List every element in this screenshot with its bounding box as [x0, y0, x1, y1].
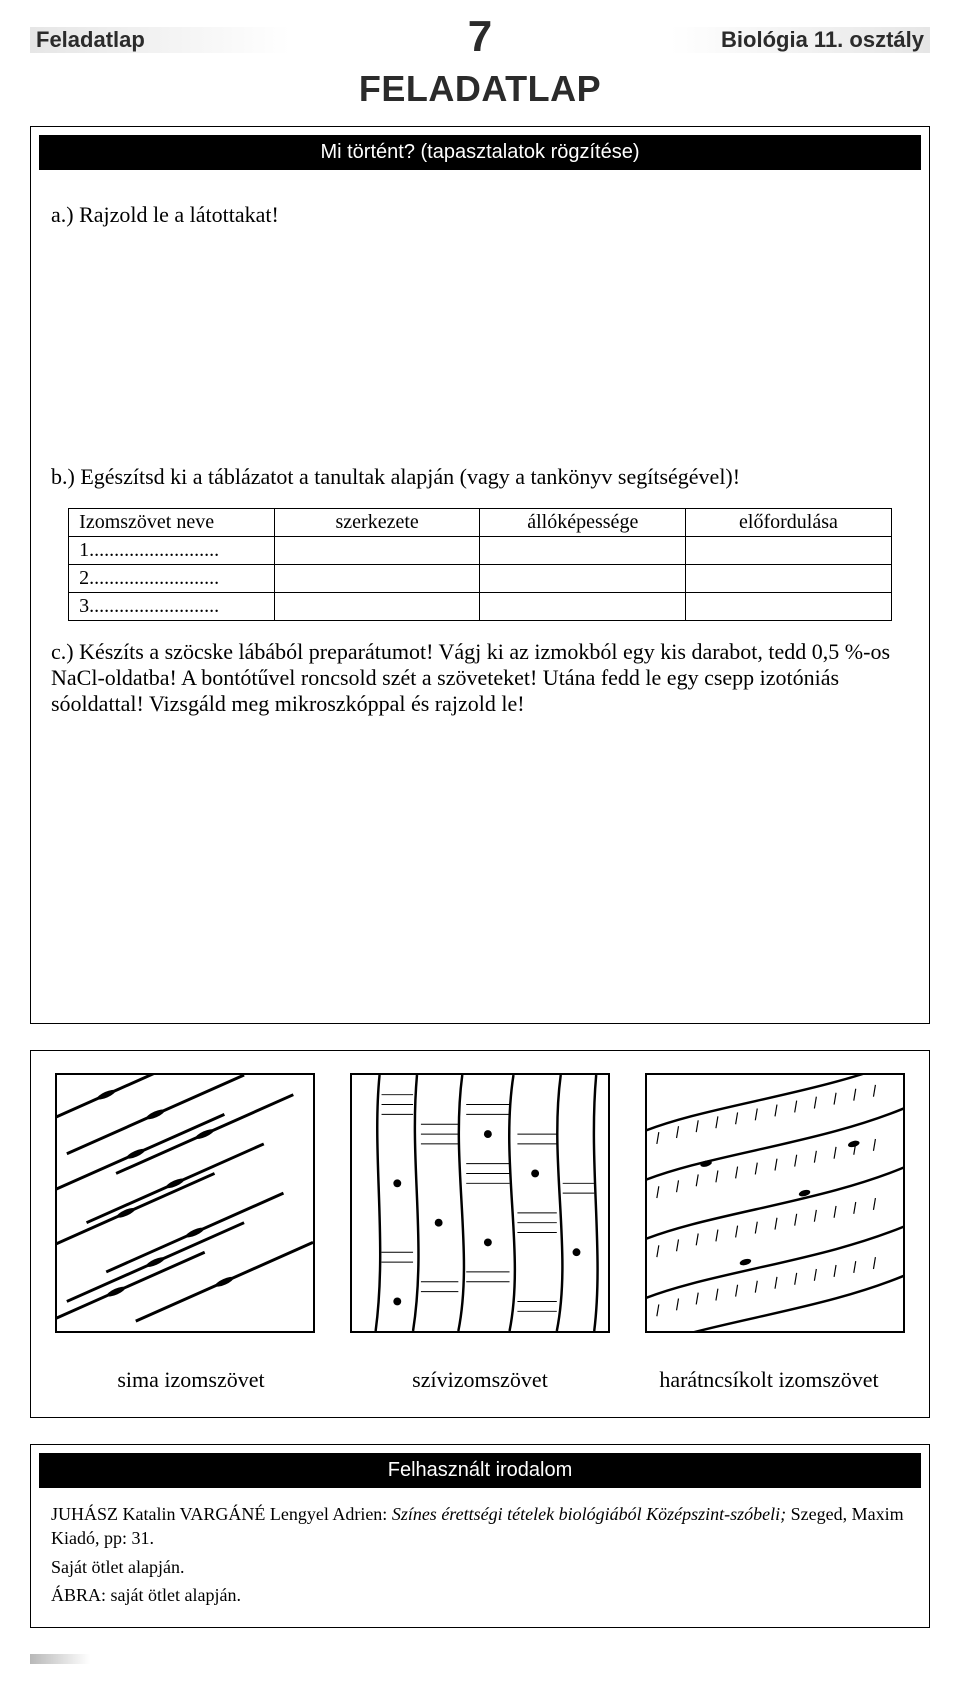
- table-cell: [480, 593, 686, 621]
- figure-smooth-muscle: [55, 1073, 315, 1333]
- footer-gradient: [30, 1654, 90, 1664]
- table-cell: 2..........................: [69, 565, 275, 593]
- ref-title-italic: Színes érettségi tételek biológiából Köz…: [392, 1504, 786, 1524]
- table-row: 1..........................: [69, 537, 892, 565]
- references-panel: Felhasznált irodalom JUHÁSZ Katalin VARG…: [30, 1444, 930, 1628]
- figure-cardiac-muscle: [350, 1073, 610, 1333]
- table-header-cell: előfordulása: [686, 509, 892, 537]
- header-right: Biológia 11. osztály: [670, 27, 930, 53]
- table-cell: 3..........................: [69, 593, 275, 621]
- reference-line: Saját ötlet alapján.: [51, 1555, 909, 1579]
- figure-caption: sima izomszövet: [61, 1367, 321, 1393]
- table-cell: 1..........................: [69, 537, 275, 565]
- figure-caption: szívizomszövet: [350, 1367, 610, 1393]
- figures-panel: sima izomszövet szívizomszövet harátncsí…: [30, 1050, 930, 1418]
- worksheet-panel: Mi történt? (tapasztalatok rögzítése) a.…: [30, 126, 930, 1024]
- table-header-cell: szerkezete: [274, 509, 480, 537]
- table-cell: [686, 593, 892, 621]
- figure-striated-muscle: [645, 1073, 905, 1333]
- table-cell: [480, 565, 686, 593]
- instruction-a: a.) Rajzold le a látottakat!: [51, 202, 909, 228]
- drawing-area-c: [51, 735, 909, 1005]
- table-cell: [274, 565, 480, 593]
- table-cell: [274, 537, 480, 565]
- header-left: Feladatlap: [30, 27, 290, 53]
- ref-prefix: JUHÁSZ Katalin VARGÁNÉ Lengyel Adrien:: [51, 1504, 392, 1524]
- drawing-area-a: [51, 246, 909, 446]
- section-bar-observations: Mi történt? (tapasztalatok rögzítése): [39, 135, 921, 170]
- table-header-cell: Izomszövet neve: [69, 509, 275, 537]
- instruction-c: c.) Készíts a szöcske lábából preparátum…: [51, 639, 909, 717]
- table-row: 3..........................: [69, 593, 892, 621]
- table-row: 2..........................: [69, 565, 892, 593]
- table-cell: [686, 565, 892, 593]
- table-header-cell: állóképessége: [480, 509, 686, 537]
- muscle-table: Izomszövet neve szerkezete állóképessége…: [68, 508, 892, 621]
- section-bar-references: Felhasznált irodalom: [39, 1453, 921, 1488]
- page-header: Feladatlap 7 Biológia 11. osztály: [30, 18, 930, 62]
- page-number: 7: [468, 12, 492, 62]
- main-title: FELADATLAP: [30, 68, 930, 110]
- figure-caption: harátncsíkolt izomszövet: [639, 1367, 899, 1393]
- reference-line: JUHÁSZ Katalin VARGÁNÉ Lengyel Adrien: S…: [51, 1502, 909, 1551]
- table-cell: [686, 537, 892, 565]
- table-cell: [274, 593, 480, 621]
- instruction-b: b.) Egészítsd ki a táblázatot a tanultak…: [51, 464, 909, 490]
- reference-line: ÁBRA: saját ötlet alapján.: [51, 1583, 909, 1607]
- table-row: Izomszövet neve szerkezete állóképessége…: [69, 509, 892, 537]
- table-cell: [480, 537, 686, 565]
